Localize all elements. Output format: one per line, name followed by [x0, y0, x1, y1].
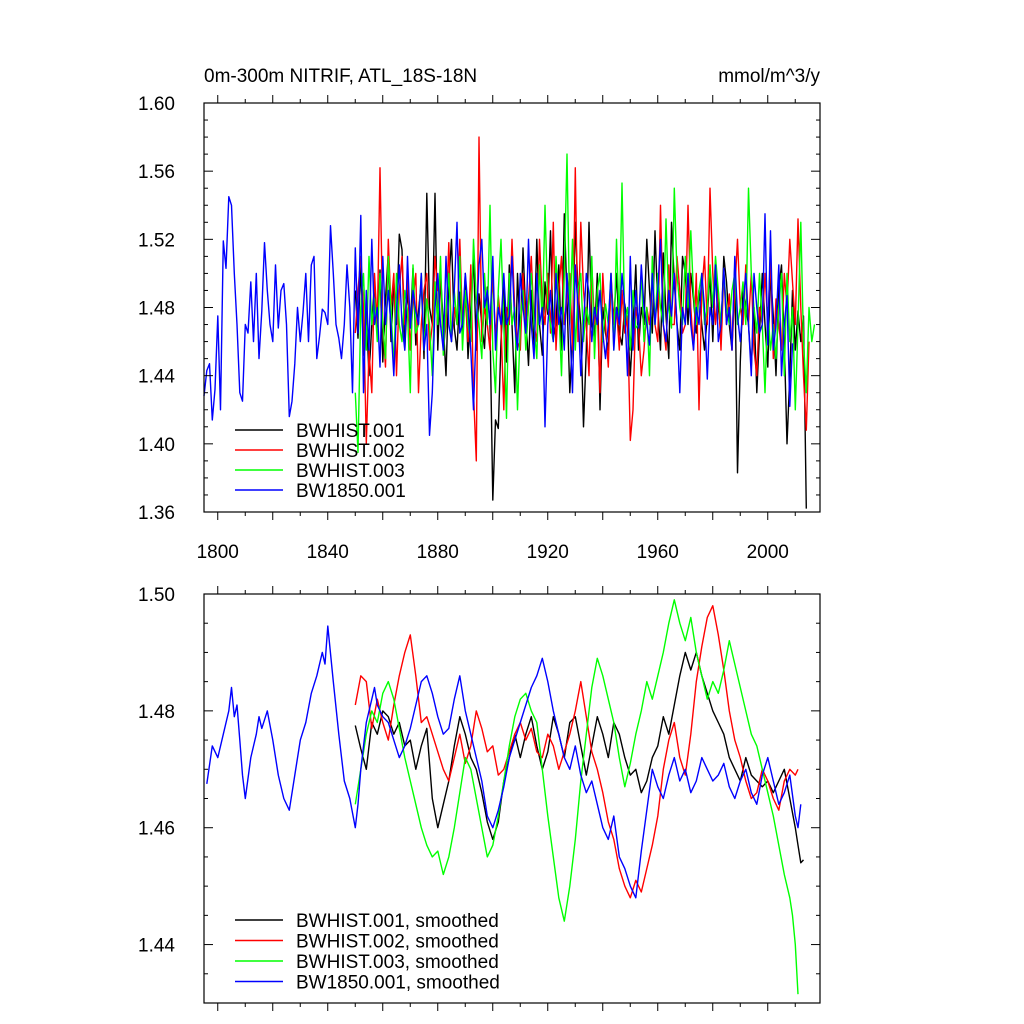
bottom-panel-series-group — [206, 599, 805, 995]
top-legend-label-bwhist-002: BWHIST.002 — [296, 441, 405, 462]
bottom-panel-axes: 1.44 1.46 1.48 1.50 — [138, 585, 821, 1011]
bottom-series-line-bwhist-003-smoothed — [354, 599, 799, 995]
bottom-series-line-bwhist-002-smoothed — [354, 605, 799, 899]
top-y-tick-label-1-60: 1.60 — [138, 94, 175, 115]
top-y-tick-label-1-44: 1.44 — [138, 367, 175, 388]
top-legend-label-bwhist-003: BWHIST.003 — [296, 461, 405, 482]
bottom-legend-label-bwhist-002-smoothed: BWHIST.002, smoothed — [296, 932, 499, 953]
top-y-tick-label-1-40: 1.40 — [138, 435, 175, 456]
bottom-y-tick-label-1-44: 1.44 — [138, 936, 175, 957]
top-x-tick-label-1800: 1800 — [197, 542, 239, 563]
top-legend-label-bw1850-001: BW1850.001 — [296, 481, 406, 502]
top-y-tick-label-1-36: 1.36 — [138, 503, 175, 524]
top-panel-axes: 1800 1840 1880 1920 1960 2000 1.36 1.40 1.44 1.48… — [138, 94, 821, 563]
bottom-series-line-bw1850-001-smoothed — [206, 625, 802, 899]
top-panel: 0m-300m NITRIF, ATL_18S-18N mmol/m^3/y 1… — [138, 66, 821, 563]
top-panel-title: 0m-300m NITRIF, ATL_18S-18N — [204, 66, 477, 87]
bottom-legend-label-bwhist-001-smoothed: BWHIST.001, smoothed — [296, 911, 499, 932]
bottom-y-tick-label-1-46: 1.46 — [138, 819, 175, 840]
bottom-panel: 1.441.461.481.50 BWHIST.001, smoothedBWH… — [138, 585, 821, 1011]
top-x-tick-label-1880: 1880 — [417, 542, 459, 563]
top-series-line-bw1850-001 — [203, 195, 794, 436]
bottom-y-tick-label-1-50: 1.50 — [138, 585, 175, 606]
bottom-legend-label-bw1850-001-smoothed: BW1850.001, smoothed — [296, 973, 500, 994]
bottom-y-tick-label-1-48: 1.48 — [138, 702, 175, 723]
top-x-tick-label-1920: 1920 — [527, 542, 569, 563]
top-x-tick-label-1840: 1840 — [307, 542, 349, 563]
top-y-tick-label-1-48: 1.48 — [138, 299, 175, 320]
top-x-tick-label-2000: 2000 — [747, 542, 789, 563]
top-x-tick-label-1960: 1960 — [637, 542, 679, 563]
top-y-tick-label-1-52: 1.52 — [138, 230, 175, 251]
top-legend-label-bwhist-001: BWHIST.001 — [296, 421, 405, 442]
top-panel-units: mmol/m^3/y — [718, 66, 820, 87]
bottom-legend-label-bwhist-003-smoothed: BWHIST.003, smoothed — [296, 952, 499, 973]
top-panel-series-group — [203, 136, 816, 509]
top-y-tick-label-1-56: 1.56 — [138, 162, 175, 183]
